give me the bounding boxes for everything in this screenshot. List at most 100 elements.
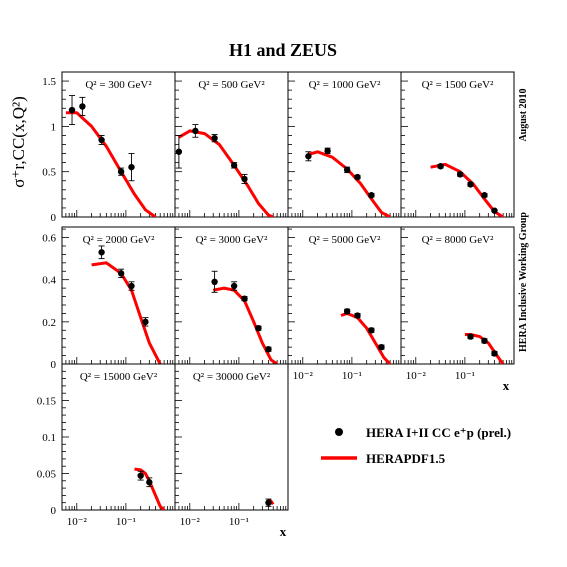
data-point [241,295,248,302]
data-point [354,173,361,181]
legend-fit-label: HERAPDF1.5 [366,451,446,466]
panel-title: Q² = 3000 GeV² [196,234,268,246]
panel-frame [61,226,176,365]
fit-curve [340,311,392,364]
data-point [265,346,272,353]
data-point [343,166,351,174]
side-note-date: August 2010 [518,88,529,141]
data-point [192,127,199,135]
y-tick-label: 0.6 [42,233,56,245]
panel-title: Q² = 1500 GeV² [422,79,494,91]
data-point [368,327,375,334]
x-tick-label: 10⁻¹ [229,516,249,528]
panel-title: Q² = 1000 GeV² [309,79,381,91]
panel-frame [174,226,289,365]
y-tick-label: 1.5 [42,76,56,88]
y-tick-label: 0.4 [42,275,56,287]
panel-title: Q² = 2000 GeV² [83,234,155,246]
panel: Q² = 1500 GeV² [400,71,515,218]
data-point [117,270,125,277]
x-tick-label: 10⁻¹ [342,370,362,382]
data-point [230,282,238,290]
panel: 0 0.5 1 1.5 Q² = 300 GeV² [42,71,176,224]
data-point [79,103,86,110]
data-point [241,175,248,183]
y-tick-label: 0.2 [42,317,56,329]
data-point [378,343,385,351]
panel-frame [400,71,515,218]
y-tick-label: 0.5 [42,167,56,179]
data-point [98,136,105,144]
panel-frame [287,226,402,365]
y-tick-label: 0.05 [37,469,57,481]
data-point [117,168,125,175]
y-axis-label: σ⁺r,CC(x,Q²) [9,96,28,188]
panel: 10⁻² 10⁻¹ Q² = 5000 GeV² [287,226,402,382]
fit-curve [307,150,391,217]
y-tick-label: 1 [51,121,57,133]
data-point [211,134,218,142]
data-point [456,171,464,178]
panel: 10⁻² 10⁻¹ Q² = 8000 GeV² [400,226,515,382]
data-point [467,333,474,340]
x-tick-label: 10⁻² [293,370,314,382]
data-point [265,499,272,506]
y-tick-label: 0 [51,505,57,517]
panel-title: Q² = 15000 GeV² [80,371,158,383]
data-point [128,163,135,171]
panel-frame [61,71,176,218]
x-tick-label: 10⁻² [67,516,88,528]
figure-title: H1 and ZEUS [229,40,337,60]
x-axis-label: x [503,378,510,393]
data-point [68,106,76,114]
panel-title: Q² = 500 GeV² [198,79,265,91]
x-axis-label: x [280,524,287,539]
data-point [368,192,375,199]
data-point [354,312,361,319]
panel-title: Q² = 5000 GeV² [309,234,381,246]
panel: Q² = 500 GeV² [174,71,289,218]
panel-frame [287,71,402,218]
x-tick-label: 10⁻² [180,516,201,528]
panel: 10⁻² 10⁻¹ Q² = 30000 GeV² [174,363,289,528]
data-point [137,472,144,479]
data-point [98,249,105,256]
data-point [467,181,474,188]
data-point [324,147,331,155]
panel: Q² = 1000 GeV² [287,71,402,218]
data-point [491,350,498,357]
data-point [211,278,218,285]
data-point [175,148,183,155]
data-point [128,282,135,290]
data-point [343,308,351,315]
data-point [255,324,262,332]
y-tick-label: 0.1 [42,432,56,444]
x-tick-label: 10⁻¹ [455,370,475,382]
legend-data-marker [335,428,343,436]
y-tick-label: 0 [51,212,57,224]
panel-frame [174,71,289,218]
side-note-group: HERA Inclusive Working Group [518,212,529,352]
data-point [146,479,153,486]
legend: HERA I+II CC e⁺p (prel.) HERAPDF1.5 [321,425,511,466]
panel-title: Q² = 30000 GeV² [193,371,271,383]
panel: 0 0.05 0.1 0.15 10⁻² 10⁻¹ Q² = 15000 GeV² [37,363,176,528]
y-tick-label: 0.15 [37,396,57,408]
panel: Q² = 3000 GeV² [174,226,289,365]
panel-title: Q² = 8000 GeV² [422,234,494,246]
fit-curve [178,129,274,217]
data-point [481,337,488,345]
panel-frame [174,363,289,511]
panel-grid: 0 0.5 1 1.5 Q² = 300 GeV² Q² = 500 GeV² Q² = 1… [37,71,515,528]
panel-frame [61,363,176,511]
panel: 0 0.2 0.4 0.6 Q² = 2000 GeV² [42,226,176,371]
data-point [481,192,488,199]
x-tick-label: 10⁻¹ [116,516,136,528]
data-point [230,162,238,169]
fit-curve [65,111,157,217]
data-point [437,163,444,170]
legend-data-label: HERA I+II CC e⁺p (prel.) [366,425,511,440]
y-tick-label: 0 [51,359,57,371]
x-tick-label: 10⁻² [406,370,427,382]
